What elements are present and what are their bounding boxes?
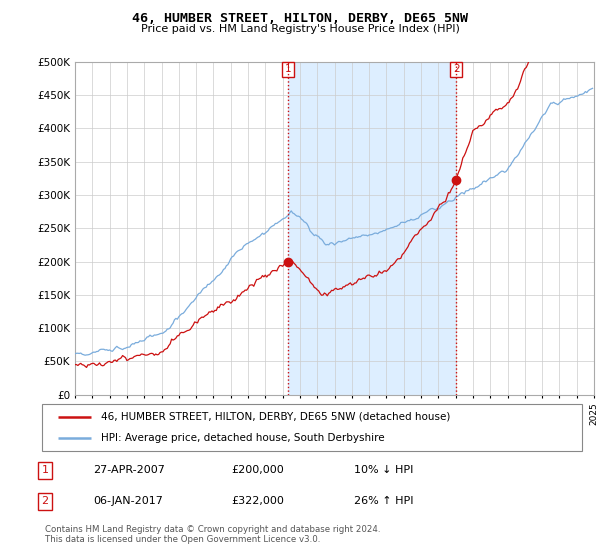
Text: 06-JAN-2017: 06-JAN-2017 (93, 496, 163, 506)
Text: 26% ↑ HPI: 26% ↑ HPI (354, 496, 413, 506)
Text: 46, HUMBER STREET, HILTON, DERBY, DE65 5NW: 46, HUMBER STREET, HILTON, DERBY, DE65 5… (132, 12, 468, 25)
Text: 27-APR-2007: 27-APR-2007 (93, 465, 165, 475)
Text: 1: 1 (41, 465, 49, 475)
Text: 46, HUMBER STREET, HILTON, DERBY, DE65 5NW (detached house): 46, HUMBER STREET, HILTON, DERBY, DE65 5… (101, 412, 451, 422)
Text: £200,000: £200,000 (231, 465, 284, 475)
Text: Contains HM Land Registry data © Crown copyright and database right 2024.
This d: Contains HM Land Registry data © Crown c… (45, 525, 380, 544)
Text: 1: 1 (285, 64, 292, 74)
Bar (288, 62, 456, 395)
Text: HPI: Average price, detached house, South Derbyshire: HPI: Average price, detached house, Sout… (101, 433, 385, 444)
FancyBboxPatch shape (42, 404, 582, 451)
Text: 10% ↓ HPI: 10% ↓ HPI (354, 465, 413, 475)
Text: Price paid vs. HM Land Registry's House Price Index (HPI): Price paid vs. HM Land Registry's House … (140, 24, 460, 34)
Text: £322,000: £322,000 (231, 496, 284, 506)
Text: 2: 2 (41, 496, 49, 506)
Text: 2: 2 (453, 64, 460, 74)
